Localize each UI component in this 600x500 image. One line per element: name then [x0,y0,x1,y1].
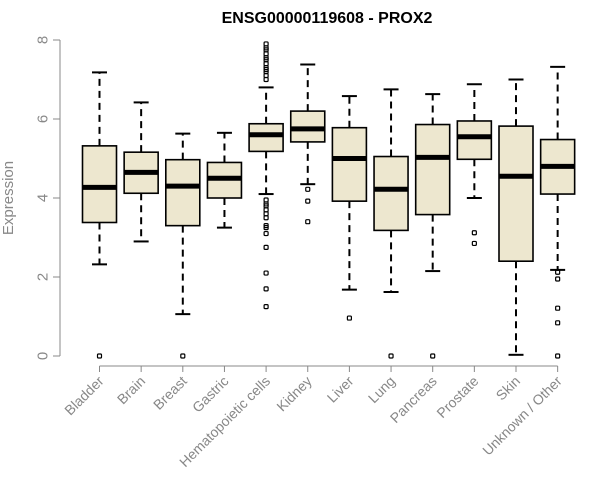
x-tick-label: Breast [150,373,190,413]
outlier-point [263,41,269,47]
outlier-point [263,270,269,276]
y-tick-label: 6 [35,115,52,123]
x-tick-label: Skin [493,373,524,404]
outlier-point [263,286,269,292]
box-8 [414,93,451,359]
outlier-point [346,315,352,321]
box-rect [373,155,409,232]
outlier-point [471,230,477,236]
box-1 [123,101,159,243]
outlier-point [471,240,477,247]
outlier-point [555,305,561,311]
outlier-point [263,223,269,229]
x-tick-label: Brain [114,373,148,407]
y-axis-label: Expression [0,161,17,235]
outlier-point [555,276,561,282]
box-10 [498,78,534,356]
outlier-point [305,186,311,192]
box-7 [373,88,409,359]
outlier-point [263,244,269,250]
outlier-point [555,269,561,275]
outlier-point [263,230,269,237]
box-rect [81,145,118,224]
box-6 [331,95,368,321]
x-tick-label: Prostate [433,373,481,421]
outlier-point [388,353,394,359]
box-rect [456,120,493,161]
outlier-point [555,320,561,326]
outlier-point [305,219,311,225]
box-rect [414,123,451,216]
outlier-point [430,353,436,359]
y-axis: 0 2 4 6 8 [35,36,61,360]
outlier-point [305,198,311,204]
box-0 [81,71,118,359]
box-3 [206,131,243,229]
outlier-point [555,353,561,359]
outlier-point [180,353,186,359]
outlier-point [96,353,103,359]
box-11 [539,65,576,359]
box-rect [248,122,284,153]
chart-title: ENSG00000119608 - PROX2 [222,10,433,27]
x-tick-label: Bladder [61,373,107,419]
outlier-point [263,304,269,310]
plot-area: 0 2 4 6 8 Bladder Brain BreastGastricHematopoie… [35,36,576,470]
y-tick-label: 4 [35,194,52,202]
box-rect [165,158,201,227]
x-tick-label: Kidney [273,373,315,415]
x-tick-label: Unknown / Other [479,373,565,459]
y-tick-label: 0 [35,352,52,360]
x-tick-label: Liver [324,373,357,406]
outlier-point [263,197,269,203]
box-2 [165,132,201,359]
box-5 [289,63,326,225]
box-rect [498,125,534,262]
y-tick-label: 8 [35,36,52,44]
box-rect [331,126,368,202]
box-9 [456,83,493,247]
x-tick-label: Lung [365,373,398,406]
box-4 [248,41,284,310]
y-tick-label: 2 [35,273,52,281]
